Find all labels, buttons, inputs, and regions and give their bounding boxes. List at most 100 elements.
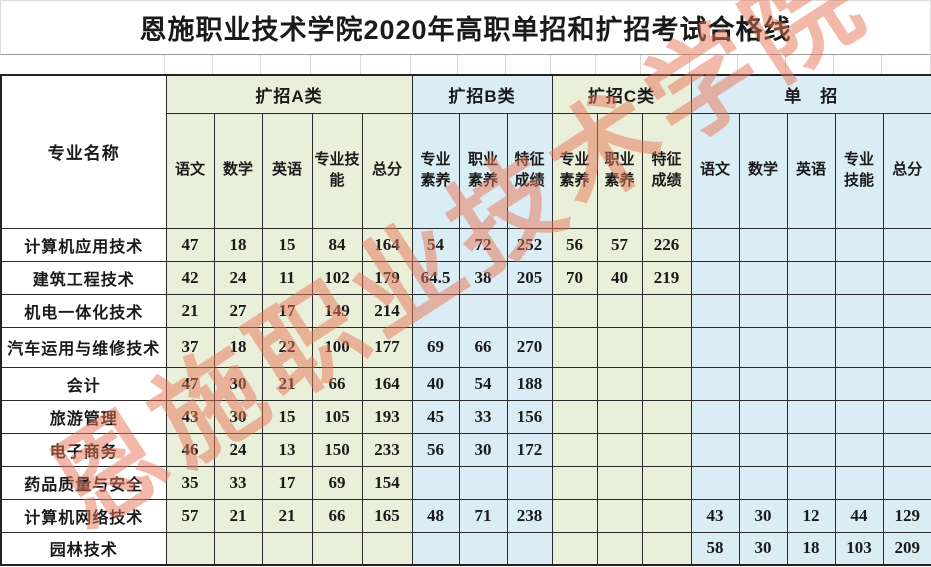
major-name: 建筑工程技术 <box>0 260 167 295</box>
gridline-cell <box>261 55 311 74</box>
score-cell: 165 <box>361 498 413 533</box>
score-cell <box>506 293 553 328</box>
gridline-cell <box>458 55 506 74</box>
score-cell: 172 <box>506 432 553 467</box>
score-cell: 18 <box>213 227 263 262</box>
score-cell: 238 <box>506 498 553 533</box>
score-cell: 71 <box>458 498 508 533</box>
score-cell <box>165 531 215 566</box>
score-cell: 214 <box>361 293 413 328</box>
score-cell: 56 <box>551 227 598 262</box>
score-cell <box>786 326 836 368</box>
table-row: 机电一体化技术 21 27 17 149 214 <box>0 293 931 328</box>
score-cell <box>834 326 884 368</box>
score-cell <box>834 227 884 262</box>
score-cell: 226 <box>641 227 692 262</box>
score-cell: 102 <box>311 260 363 295</box>
group-header: 扩招A类 <box>165 74 413 114</box>
page-title: 恩施职业技术学院2020年高职单招和扩招考试合格线 <box>0 0 931 55</box>
score-cell <box>690 399 740 434</box>
score-cell: 15 <box>261 227 313 262</box>
table-row: 电子商务 46 24 13 150 233 56 30 172 <box>0 432 931 467</box>
score-cell: 177 <box>361 326 413 368</box>
score-cell <box>596 399 643 434</box>
score-cell: 11 <box>261 260 313 295</box>
score-cell <box>690 432 740 467</box>
score-cell <box>311 531 363 566</box>
subject-header: 总分 <box>882 112 931 229</box>
score-cell: 179 <box>361 260 413 295</box>
score-cell: 42 <box>165 260 215 295</box>
gridline-cell <box>882 55 931 74</box>
score-cell: 33 <box>458 399 508 434</box>
score-cell <box>738 293 788 328</box>
score-cell <box>596 531 643 566</box>
score-cell: 30 <box>738 498 788 533</box>
score-cell: 103 <box>834 531 884 566</box>
score-cell: 30 <box>738 531 788 566</box>
score-cell <box>596 498 643 533</box>
score-cell: 43 <box>165 399 215 434</box>
score-cell <box>641 326 692 368</box>
score-cell <box>641 531 692 566</box>
table-row: 旅游管理 43 30 15 105 193 45 33 156 <box>0 399 931 434</box>
score-cell: 30 <box>458 432 508 467</box>
major-name: 电子商务 <box>0 432 167 467</box>
score-cell: 27 <box>213 293 263 328</box>
score-cell: 164 <box>361 366 413 401</box>
score-cell <box>551 531 598 566</box>
score-cell: 219 <box>641 260 692 295</box>
score-cell: 17 <box>261 465 313 500</box>
score-table: 专业名称 扩招A类 扩招B类 扩招C类单 招语文 数学 英语 专业技能 总分 专业素养 职业素养特… <box>0 74 931 566</box>
score-cell <box>551 293 598 328</box>
subject-header: 总分 <box>361 112 413 229</box>
score-cell: 205 <box>506 260 553 295</box>
score-cell <box>738 260 788 295</box>
score-cell: 21 <box>261 498 313 533</box>
score-cell: 21 <box>165 293 215 328</box>
subject-header: 语文 <box>165 112 215 229</box>
score-cell <box>458 531 508 566</box>
score-cell <box>641 366 692 401</box>
score-cell: 18 <box>213 326 263 368</box>
major-name: 园林技术 <box>0 531 167 566</box>
score-cell: 48 <box>411 498 460 533</box>
score-cell <box>411 293 460 328</box>
score-cell <box>738 432 788 467</box>
score-cell <box>882 227 931 262</box>
gridline-cell <box>506 55 551 74</box>
score-cell <box>738 227 788 262</box>
score-cell: 188 <box>506 366 553 401</box>
major-name: 计算机网络技术 <box>0 498 167 533</box>
score-cell: 46 <box>165 432 215 467</box>
score-cell <box>596 326 643 368</box>
score-cell <box>834 465 884 500</box>
score-cell: 57 <box>165 498 215 533</box>
score-cell: 22 <box>261 326 313 368</box>
score-cell <box>213 531 263 566</box>
score-cell <box>786 399 836 434</box>
gridline-cell <box>213 55 261 74</box>
score-cell: 64.5 <box>411 260 460 295</box>
score-cell: 150 <box>311 432 363 467</box>
score-cell: 270 <box>506 326 553 368</box>
score-cell: 252 <box>506 227 553 262</box>
score-cell: 164 <box>361 227 413 262</box>
score-cell <box>596 366 643 401</box>
gridline-cell <box>596 55 641 74</box>
score-cell <box>641 432 692 467</box>
spreadsheet-gridline-strip <box>0 55 931 74</box>
score-cell: 129 <box>882 498 931 533</box>
score-cell: 12 <box>786 498 836 533</box>
score-cell <box>786 227 836 262</box>
subject-header: 职业素养 <box>458 112 508 229</box>
score-cell: 57 <box>596 227 643 262</box>
subject-header: 特征成绩 <box>506 112 553 229</box>
score-cell: 18 <box>786 531 836 566</box>
score-cell <box>834 399 884 434</box>
score-cell <box>738 465 788 500</box>
score-cell <box>834 260 884 295</box>
score-cell: 156 <box>506 399 553 434</box>
score-cell: 66 <box>458 326 508 368</box>
score-cell: 43 <box>690 498 740 533</box>
